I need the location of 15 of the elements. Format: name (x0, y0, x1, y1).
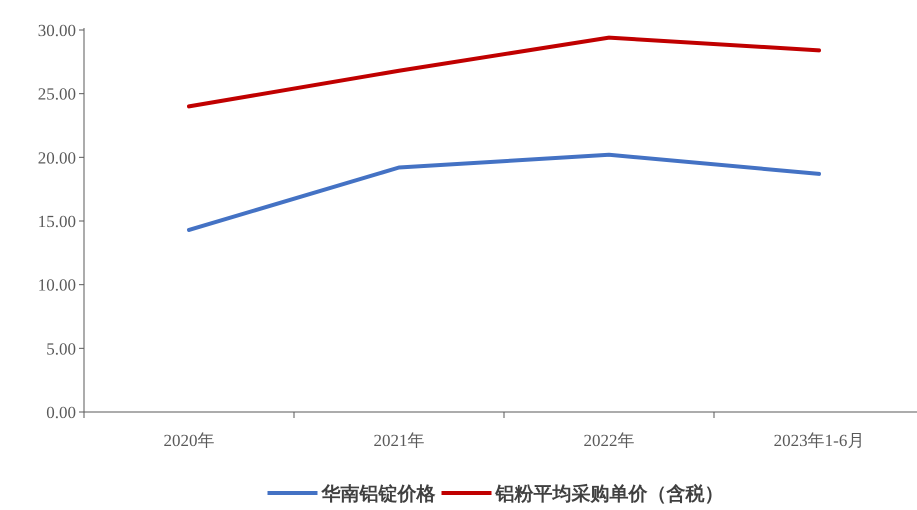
y-tick-label: 15.00 (38, 212, 76, 231)
x-tick-label: 2023年1-6月 (774, 431, 864, 450)
x-tick-label: 2020年 (164, 431, 214, 450)
x-tick-label: 2021年 (374, 431, 424, 450)
legend-label: 铝粉平均采购单价（含税） (494, 483, 724, 505)
y-tick-label: 30.00 (38, 21, 76, 40)
x-tick-label: 2022年 (584, 431, 634, 450)
y-tick-label: 0.00 (46, 403, 76, 422)
line-series (187, 152, 821, 232)
legend-label: 华南铝锭价格 (320, 483, 436, 505)
y-tick-label: 10.00 (38, 276, 76, 295)
line-series (187, 36, 821, 108)
y-tick-label: 25.00 (38, 84, 76, 104)
y-tick-label: 5.00 (46, 339, 76, 358)
y-tick-label: 20.00 (38, 148, 76, 168)
